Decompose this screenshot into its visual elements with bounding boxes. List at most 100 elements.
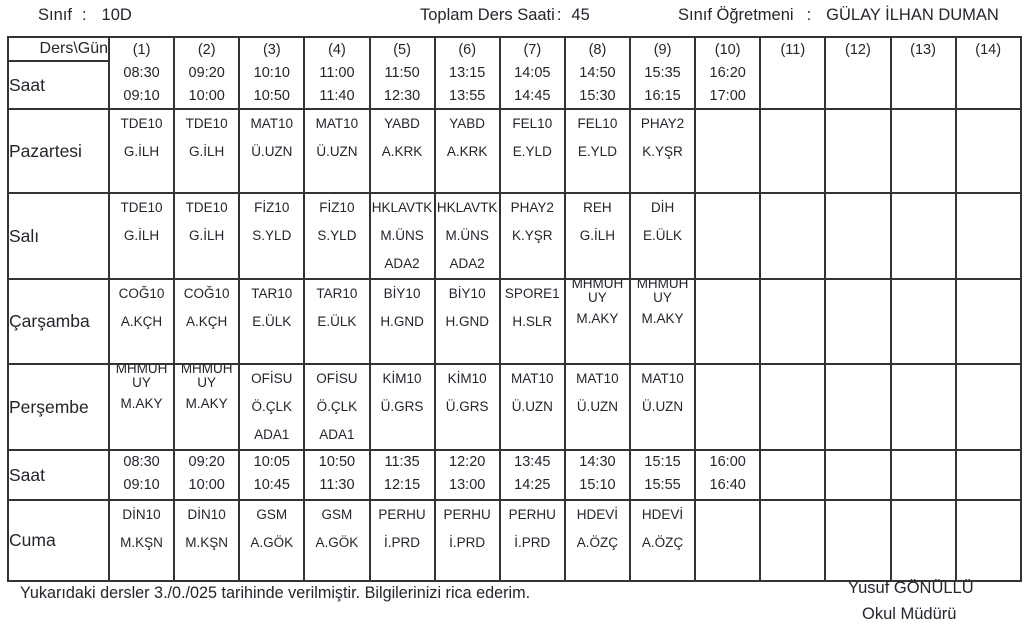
- period-cell-3: (3) 10:10 10:50: [238, 36, 306, 110]
- period-start-time: 15:35: [644, 65, 681, 81]
- lesson-teacher: M.AKY: [120, 396, 163, 411]
- lesson-cell: FİZ10 S.YLD: [238, 192, 306, 280]
- period-cell-10: (10) 16:20 17:00: [694, 36, 762, 110]
- class-teacher-label: Sınıf Öğretmeni: [678, 6, 794, 24]
- day-label: Perşembe: [7, 363, 110, 451]
- lesson-teacher: Ü.GRS: [445, 399, 489, 414]
- lesson-teacher: S.YLD: [317, 228, 357, 243]
- lesson-teacher: G.İLH: [189, 144, 225, 159]
- lesson-cell: PERHU İ.PRD: [498, 499, 566, 582]
- lesson-code: FEL10: [577, 116, 618, 131]
- empty-cell: [694, 192, 762, 280]
- lesson-teacher: Ö.ÇLK: [316, 399, 358, 414]
- period-cell-12: (12): [824, 36, 892, 110]
- lesson-code: YABD: [449, 116, 486, 131]
- lesson-code: HDEVİ: [576, 507, 619, 522]
- empty-cell: [889, 192, 957, 280]
- lesson-teacher: A.ÖZÇ: [641, 535, 684, 550]
- time-end: 14:25: [514, 477, 551, 493]
- lesson-cell: TDE10 G.İLH: [173, 192, 241, 280]
- lesson-code: TDE10: [185, 200, 228, 215]
- period-number: (8): [588, 42, 607, 58]
- lesson-teacher: G.İLH: [123, 228, 160, 243]
- time-cell: 10:05 10:45: [238, 449, 306, 501]
- period-cell-8: (8) 14:50 15:30: [563, 36, 632, 110]
- time-cell: 16:00 16:40: [694, 449, 762, 501]
- empty-cell: [824, 449, 892, 501]
- lesson-teacher: E.ÜLK: [643, 228, 683, 243]
- period-end-time: 12:30: [383, 88, 421, 104]
- lesson-code: BİY10: [448, 286, 486, 301]
- day-row: Perşembe MHMUH UY M.AKY MHMUH UY M.AKY OFİSU Ö…: [7, 363, 1022, 451]
- lesson-cell: YABD A.KRK: [368, 108, 436, 194]
- period-cell-9: (9) 15:35 16:15: [628, 36, 697, 110]
- time-start: 15:15: [644, 454, 681, 470]
- empty-cell: [954, 192, 1022, 280]
- time-end: 16:40: [709, 477, 746, 493]
- period-cell-1: (1) 08:30 09:10: [107, 36, 176, 110]
- total-hours-value: 45: [571, 6, 590, 24]
- lesson-teacher: Ö.ÇLK: [251, 399, 293, 414]
- day-row: Cuma DİN10 M.KŞN DİN10 M.KŞN GSM A.GÖK GSM A.GÖK…: [7, 499, 1022, 582]
- period-number: (11): [780, 42, 806, 58]
- time-end: 11:30: [319, 477, 355, 493]
- lesson-code: MHMUH UY: [115, 364, 168, 390]
- time-start: 11:35: [384, 454, 420, 470]
- empty-cell: [759, 278, 827, 365]
- empty-cell: [824, 278, 892, 365]
- corner-label: Ders\Gün: [7, 35, 110, 63]
- class-teacher-field: Sınıf Öğretmeni: GÜLAY İLHAN DUMAN: [678, 6, 999, 25]
- lesson-code: MHMUH UY: [636, 279, 689, 305]
- empty-cell: [694, 108, 762, 194]
- lesson-teacher: A.GÖK: [315, 535, 359, 550]
- lesson-cell: BİY10 H.GND: [368, 278, 436, 365]
- lesson-teacher: A.KÇH: [120, 314, 163, 329]
- day-row: Salı TDE10 G.İLH TDE10 G.İLH FİZ10 S.YLD FİZ10 S…: [7, 192, 1022, 280]
- empty-cell: [889, 108, 957, 194]
- lesson-code: PERHU: [508, 507, 556, 522]
- period-start-time: 09:20: [188, 65, 225, 81]
- period-number: (2): [197, 42, 216, 58]
- lesson-cell: PERHU İ.PRD: [433, 499, 501, 582]
- lesson-cell: OFİSU Ö.ÇLK ADA1: [303, 363, 371, 451]
- lesson-cell: MHMUH UY M.AKY: [563, 278, 632, 365]
- lesson-cell: GSM A.GÖK: [303, 499, 371, 582]
- period-number: (3): [262, 42, 281, 58]
- period-number: (4): [328, 42, 346, 58]
- lesson-code: FİZ10: [254, 200, 290, 215]
- period-cell-7: (7) 14:05 14:45: [498, 36, 566, 110]
- lesson-teacher: İ.PRD: [449, 535, 486, 550]
- period-end-time: 17:00: [709, 88, 746, 104]
- day-row: Çarşamba COĞ10 A.KÇH COĞ10 A.KÇH TAR10 E.ÜLK TA…: [7, 278, 1022, 365]
- lesson-cell: REH G.İLH: [563, 192, 632, 280]
- lesson-teacher: A.KRK: [381, 144, 423, 159]
- time-start: 08:30: [123, 454, 160, 470]
- period-end-time: 13:55: [449, 88, 486, 104]
- header-row: Ders\Gün (1) 08:30 09:10 (2) 09:20 10:00 (3) 10:…: [7, 35, 1022, 110]
- time-end: 13:00: [449, 477, 486, 493]
- colon: :: [806, 6, 812, 24]
- empty-cell: [694, 363, 762, 451]
- empty-cell: [954, 108, 1022, 194]
- lesson-code: MAT10: [315, 116, 359, 131]
- lesson-teacher: M.ÜNS: [380, 228, 424, 243]
- lesson-code: GSM: [256, 507, 288, 522]
- signature-block: Yusuf GÖNÜLLÜ Okul Müdürü: [848, 579, 974, 624]
- time-end: 12:15: [383, 477, 421, 493]
- time-cell: 12:20 13:00: [433, 449, 501, 501]
- empty-cell: [759, 449, 827, 501]
- lesson-teacher: Ü.GRS: [380, 399, 424, 414]
- lesson-code: MHMUH UY: [180, 364, 233, 390]
- empty-cell: [759, 192, 827, 280]
- saat-label: Saat: [7, 60, 110, 110]
- lesson-code: KİM10: [382, 371, 422, 386]
- lesson-cell: TAR10 E.ÜLK: [303, 278, 371, 365]
- empty-cell: [824, 108, 892, 194]
- lesson-cell: PHAY2 K.YŞR: [628, 108, 697, 194]
- lesson-cell: TDE10 G.İLH: [107, 108, 176, 194]
- lesson-code: COĞ10: [118, 286, 165, 301]
- lesson-teacher: E.ÜLK: [317, 314, 357, 329]
- lesson-teacher: Ü.UZN: [641, 399, 684, 414]
- class-label: Sınıf: [38, 6, 72, 24]
- lesson-cell: OFİSU Ö.ÇLK ADA1: [238, 363, 306, 451]
